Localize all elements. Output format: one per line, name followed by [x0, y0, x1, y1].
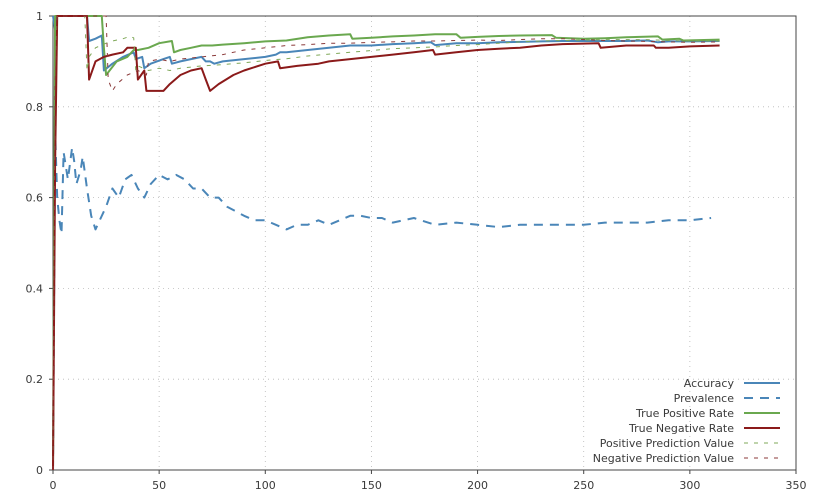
x-tick-label: 250	[573, 479, 594, 492]
legend-label: True Negative Rate	[628, 422, 734, 435]
series-line-positive-prediction-value	[52, 15, 720, 471]
series-line-negative-prediction-value	[52, 15, 720, 471]
y-tick-label: 0.2	[26, 373, 44, 386]
axes: 0 50 100 150 200 250 300 350 0 0.2 0.4 0.6 0.8 1	[26, 10, 807, 492]
x-tick-label: 0	[50, 479, 57, 492]
y-tick-label: 1	[36, 10, 43, 23]
legend-label: Accuracy	[684, 377, 735, 390]
series-line-accuracy	[52, 15, 720, 72]
y-tick-label: 0.6	[26, 192, 44, 205]
series-line-true-negative-rate	[52, 15, 720, 471]
x-tick-label: 100	[255, 479, 276, 492]
series-line-prevalence	[52, 128, 712, 471]
y-tick-label: 0.4	[26, 282, 44, 295]
y-tick-label: 0.8	[26, 101, 44, 114]
x-tick-label: 300	[679, 479, 700, 492]
y-tick-label: 0	[36, 464, 43, 477]
plot-frame	[52, 15, 797, 471]
series-group	[52, 15, 720, 471]
legend-label: Prevalence	[674, 392, 735, 405]
x-tick-label: 200	[467, 479, 488, 492]
x-tick-label: 50	[152, 479, 166, 492]
legend: Accuracy Prevalence True Positive Rate True…	[593, 377, 780, 465]
legend-label: Negative Prediction Value	[593, 452, 734, 465]
legend-label: Positive Prediction Value	[600, 437, 734, 450]
legend-label: True Positive Rate	[635, 407, 734, 420]
x-tick-label: 350	[786, 479, 807, 492]
x-tick-label: 150	[361, 479, 382, 492]
series-line-true-positive-rate	[52, 15, 720, 471]
